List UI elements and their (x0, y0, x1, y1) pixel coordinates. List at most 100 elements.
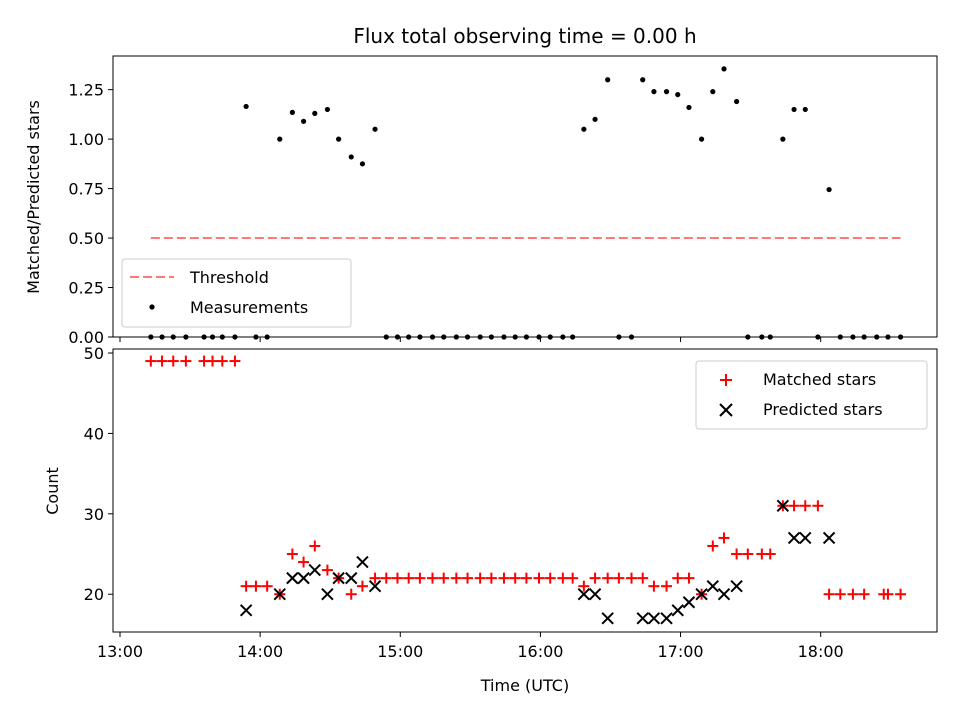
bottom-y-axis-label: Count (43, 467, 62, 515)
predicted-star-point (239, 604, 253, 617)
predicted-star-point (730, 579, 743, 593)
legend-matched-swatch (720, 374, 732, 386)
legend-measurements-label: Measurements (190, 298, 308, 317)
measurement-point (675, 91, 681, 98)
measurement-point (826, 186, 832, 193)
matched-star-point (823, 588, 835, 600)
predicted-star-point (356, 555, 369, 569)
matched-star-point (485, 572, 497, 584)
matched-star-point (788, 500, 800, 512)
bottom-x-tick-label: 14:00 (237, 642, 283, 661)
matched-star-point (250, 580, 262, 592)
predicted-star-point (577, 588, 591, 601)
predicted-star-point (345, 571, 358, 585)
matched-star-point (462, 572, 474, 584)
predicted-star-point (273, 588, 286, 601)
matched-star-point (799, 500, 811, 512)
matched-star-point (321, 564, 333, 576)
measurement-point (663, 89, 670, 95)
bottom-x-tick-label: 18:00 (798, 642, 844, 661)
predicted-star-point (308, 563, 322, 577)
measurement-point (686, 104, 692, 111)
predicted-star-point (321, 588, 334, 601)
predicted-star-point (787, 531, 801, 545)
matched-star-point (369, 572, 381, 584)
predicted-star-point (706, 579, 719, 593)
predicted-star-point (671, 604, 684, 617)
predicted-star-point (368, 579, 382, 593)
matched-star-point (180, 355, 192, 367)
matched-star-point (613, 572, 625, 584)
matched-star-point (567, 572, 579, 584)
top-y-axis-label: Matched/Predicted stars (24, 100, 43, 294)
predicted-star-point (717, 588, 731, 601)
measurement-point (710, 89, 716, 95)
matched-star-point (356, 580, 368, 592)
matched-star-point (240, 580, 252, 592)
matched-star-point (834, 588, 846, 600)
matched-star-point (718, 532, 730, 544)
legend-predicted-label: Predicted stars (763, 400, 883, 419)
predicted-star-point (647, 612, 661, 625)
matched-star-point (812, 500, 824, 512)
measurement-point (372, 126, 378, 132)
bottom-x-tick-label: 15:00 (377, 642, 423, 661)
matched-star-point (414, 572, 426, 584)
measurement-point (243, 103, 249, 110)
matched-star-point (145, 355, 157, 367)
matched-star-point (648, 580, 660, 592)
bottom-y-tick-label: 50 (84, 344, 104, 363)
legend-predicted-swatch (719, 403, 733, 417)
legend-matched-label: Matched stars (763, 370, 876, 389)
bottom-y-tick-label: 40 (84, 424, 104, 443)
bottom-x-tick-label: 16:00 (517, 642, 563, 661)
bottom-y-tick-label: 20 (84, 585, 104, 604)
bottom-x-tick-label: 17:00 (657, 642, 703, 661)
top-panel-frame (112, 55, 938, 338)
legend-threshold-label: Threshold (189, 268, 269, 287)
measurement-point (289, 109, 295, 115)
matched-star-point (858, 588, 870, 600)
matched-star-point (298, 556, 310, 568)
predicted-star-point (332, 571, 345, 585)
predicted-star-point (601, 612, 614, 625)
top-y-tick-label: 1.00 (68, 130, 104, 149)
measurement-point (336, 136, 342, 142)
predicted-star-point (695, 588, 708, 601)
matched-star-point (882, 588, 894, 600)
bottom-x-axis-label: Time (UTC) (480, 676, 569, 695)
matched-star-point (626, 572, 638, 584)
matched-star-point (474, 572, 486, 584)
matched-star-point (589, 572, 601, 584)
measurement-point (802, 106, 808, 113)
measurement-point (359, 161, 366, 167)
chart-title: Flux total observing time = 0.00 h (353, 24, 696, 48)
matched-star-point (286, 548, 298, 560)
legend-measurements-swatch (149, 304, 155, 310)
predicted-star-point (297, 571, 310, 585)
predicted-star-point (286, 571, 299, 585)
matched-star-point (520, 572, 532, 584)
measurement-point (791, 106, 797, 113)
top-legend: Threshold Measurements (121, 258, 352, 328)
bottom-x-tick-label: 13:00 (97, 642, 143, 661)
matched-star-point (345, 588, 357, 600)
matched-star-point (707, 540, 719, 552)
predicted-star-point (636, 612, 649, 625)
matched-star-point (533, 572, 545, 584)
matched-star-point (847, 588, 859, 600)
measurement-point (592, 116, 598, 122)
matched-star-point (438, 572, 450, 584)
matched-star-point (731, 548, 743, 560)
matched-star-point (509, 572, 521, 584)
matched-star-point (206, 355, 218, 367)
matched-star-point (578, 580, 590, 592)
measurement-point (581, 126, 587, 132)
bottom-legend-box (695, 360, 928, 430)
measurement-point (734, 98, 740, 105)
matched-star-point (544, 572, 556, 584)
top-y-tick-label: 1.25 (68, 81, 104, 100)
predicted-star-point (799, 531, 812, 545)
